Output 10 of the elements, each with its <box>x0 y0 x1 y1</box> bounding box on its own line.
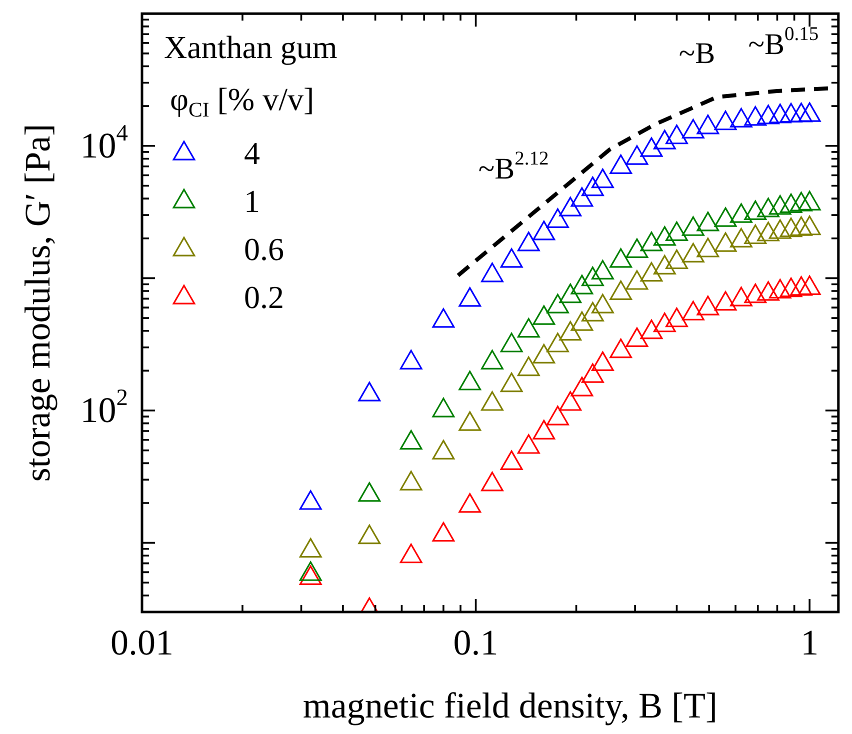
x-axis-title: magnetic field density, B [T] <box>302 685 718 726</box>
x-tick-label: 1 <box>800 622 819 662</box>
legend-label: 1 <box>244 183 260 220</box>
legend-label: 0.6 <box>244 231 284 268</box>
x-tick-label: 0.01 <box>110 622 174 662</box>
legend-label: 4 <box>244 135 260 172</box>
annotation: ~B <box>678 36 716 70</box>
x-tick-label: 0.1 <box>453 622 498 662</box>
legend-label: 0.2 <box>244 279 284 316</box>
y-axis-title: storage modulus, G′ [Pa] <box>17 124 58 482</box>
